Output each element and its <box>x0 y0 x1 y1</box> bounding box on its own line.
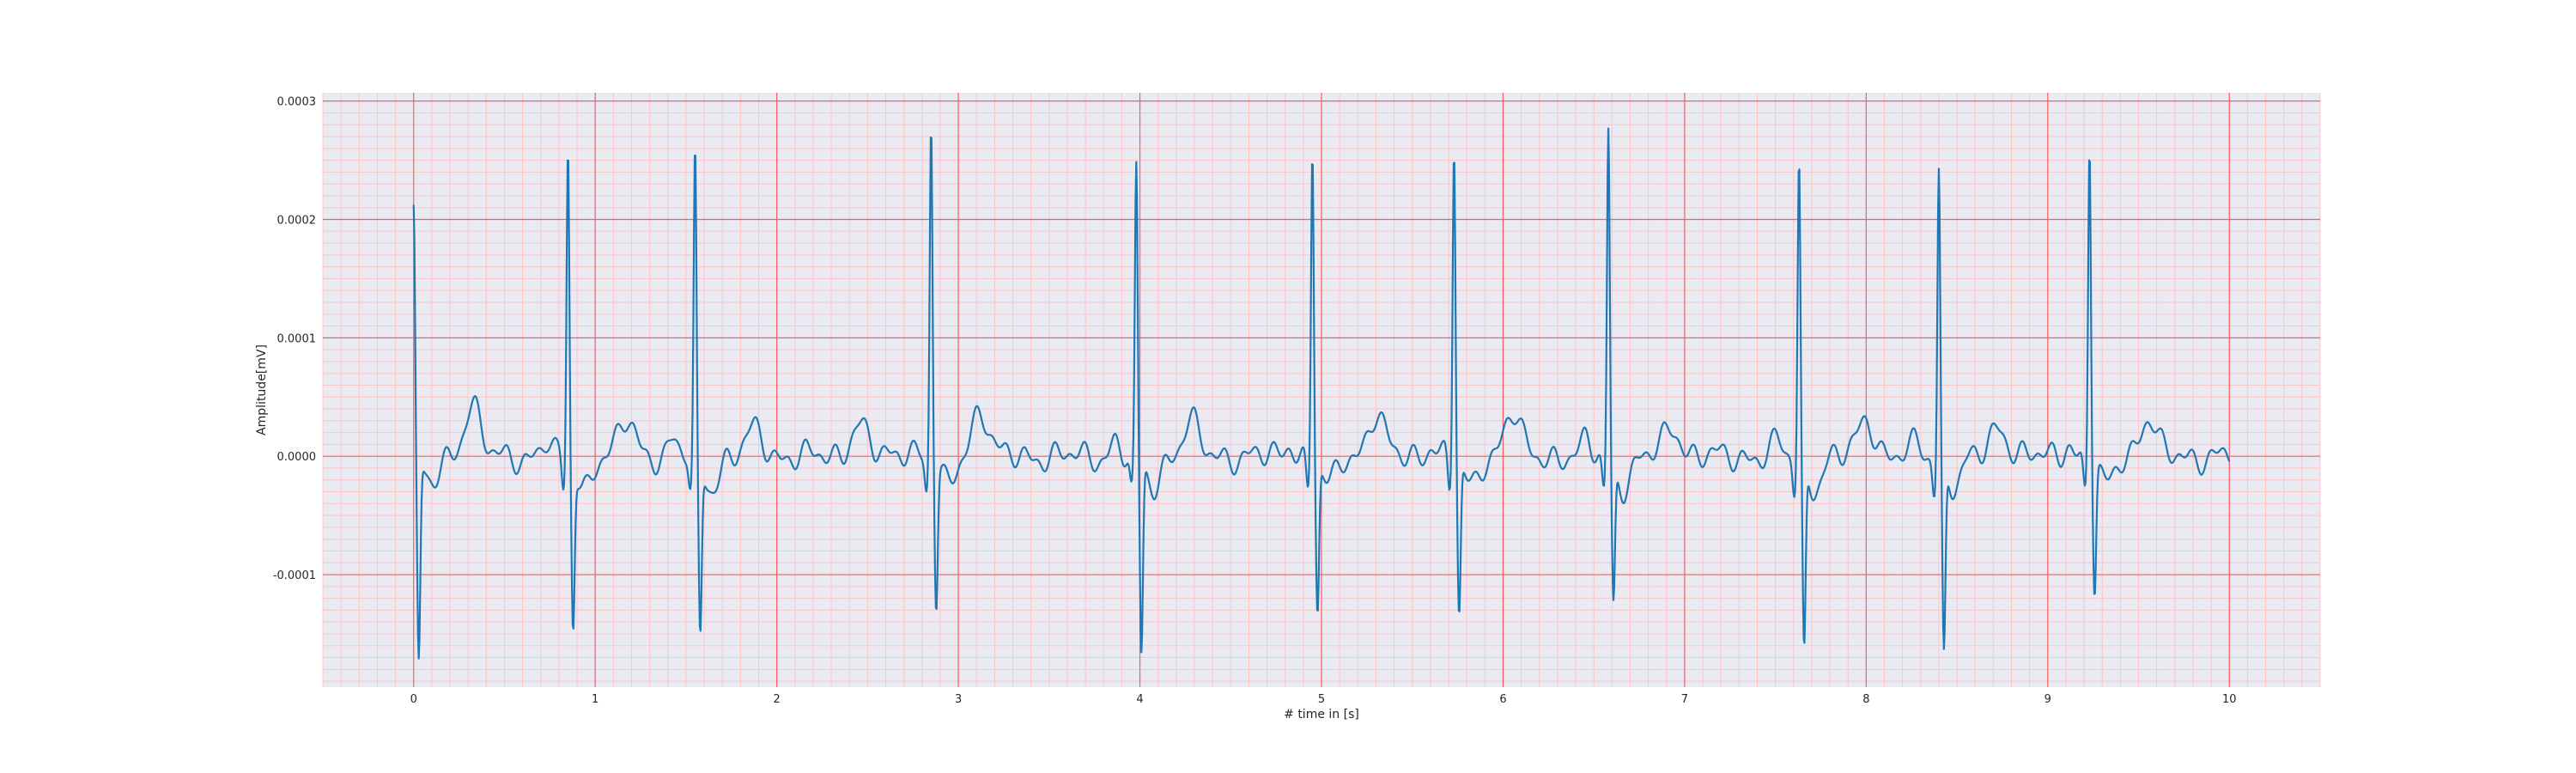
x-axis-label: # time in [s] <box>1284 708 1359 721</box>
y-tick-label: -0.0001 <box>273 569 316 582</box>
x-tick-label: 6 <box>1499 693 1506 706</box>
x-tick-label: 9 <box>2044 693 2051 706</box>
x-tick-label: 0 <box>410 693 417 706</box>
x-tick-labels: 0 1 2 3 4 5 6 7 8 9 10 <box>410 693 2237 706</box>
ecg-series-line <box>412 127 2231 660</box>
x-tick-label: 8 <box>1862 693 1869 706</box>
x-tick-label: 10 <box>2222 693 2237 706</box>
x-tick-label: 5 <box>1318 693 1325 706</box>
y-tick-labels: -0.0001 0.0000 0.0001 0.0002 0.0003 <box>273 96 316 582</box>
y-tick-label: 0.0002 <box>277 214 317 227</box>
x-tick-label: 7 <box>1681 693 1688 706</box>
x-tick-label: 1 <box>592 693 598 706</box>
y-tick-label: 0.0000 <box>277 451 317 464</box>
x-tick-label: 4 <box>1136 693 1143 706</box>
x-tick-label: 3 <box>955 693 962 706</box>
y-axis-label: Amplitude[mV] <box>255 344 269 435</box>
x-tick-label: 2 <box>773 693 780 706</box>
y-tick-label: 0.0001 <box>277 332 317 345</box>
y-tick-label: 0.0003 <box>277 96 317 109</box>
major-grid <box>323 93 2320 687</box>
